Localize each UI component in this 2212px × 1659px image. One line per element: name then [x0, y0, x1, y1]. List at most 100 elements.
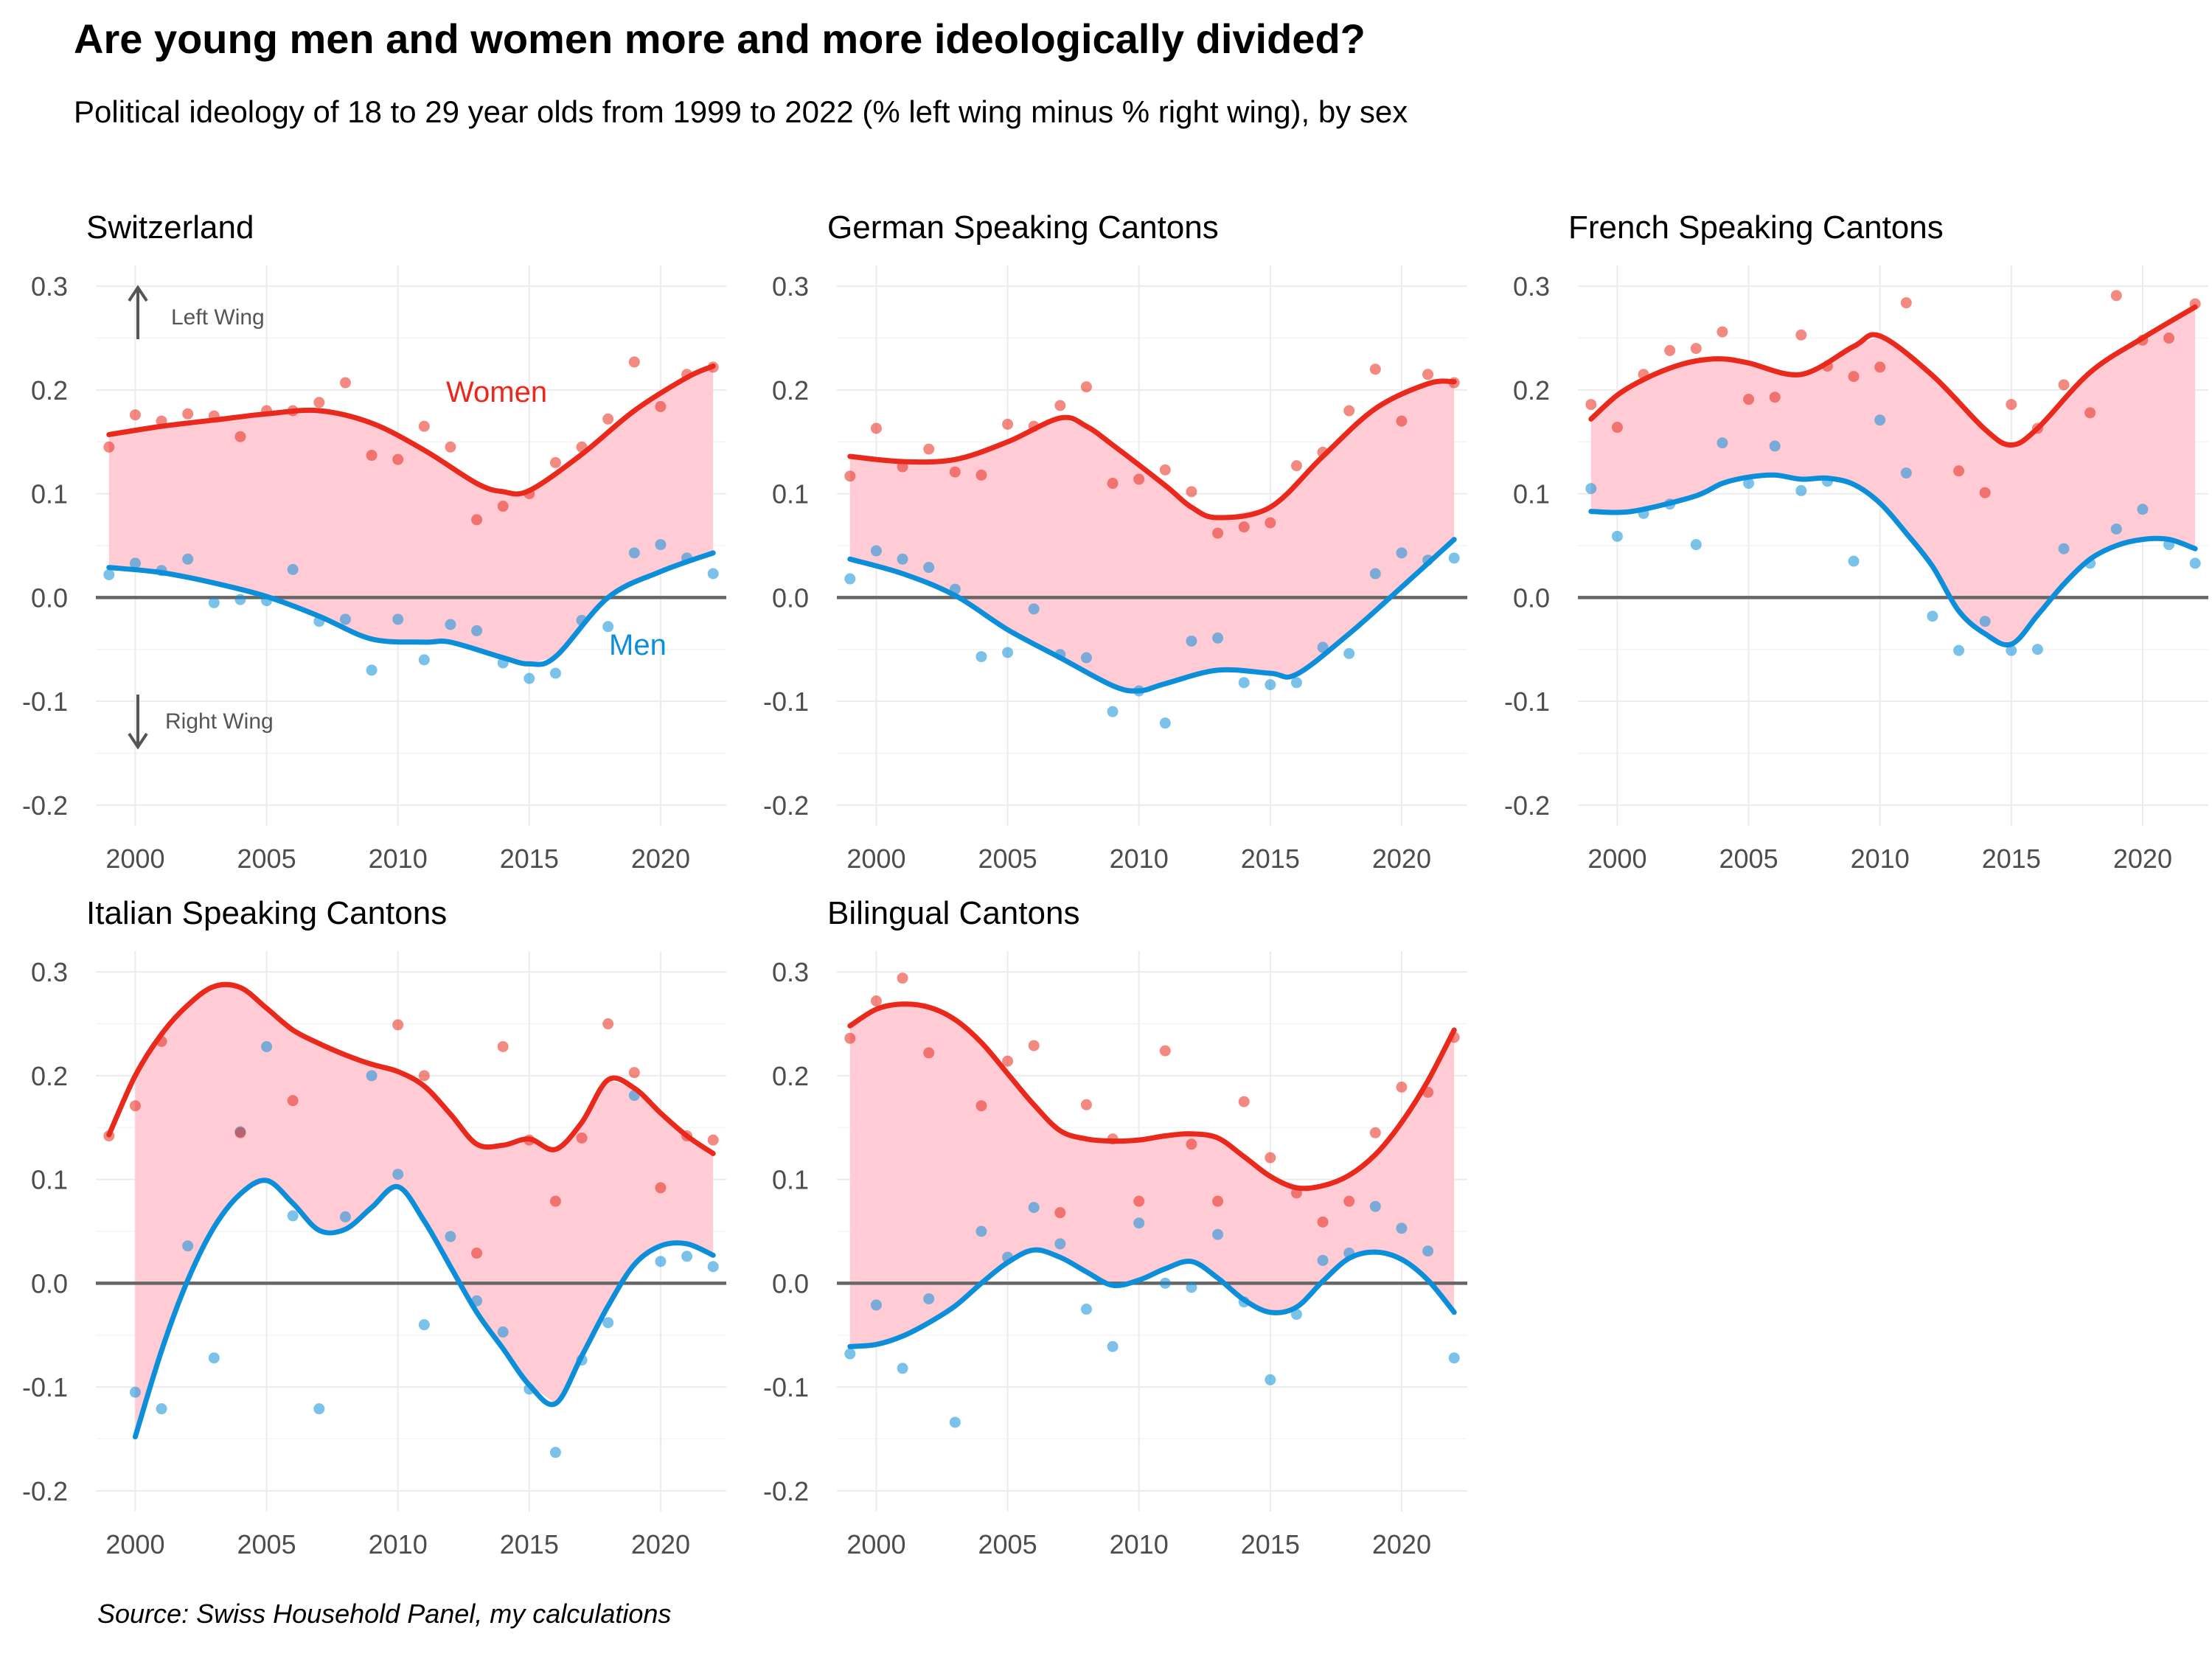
men-point	[129, 557, 141, 569]
women-point	[1795, 329, 1807, 341]
men-point	[1028, 603, 1040, 615]
panel-title: German Speaking Cantons	[827, 209, 1219, 246]
women-point	[1743, 394, 1755, 406]
women-point	[234, 431, 246, 442]
women-point	[655, 400, 667, 412]
men-point	[2006, 644, 2017, 656]
men-point	[628, 547, 640, 559]
x-tick-label: 2015	[500, 1529, 559, 1559]
men-trend-line	[847, 1247, 1457, 1349]
men-point	[2031, 644, 2043, 655]
right-wing-label: Right Wing	[165, 709, 274, 734]
y-tick-label: 0.3	[772, 271, 809, 302]
women-point	[392, 453, 404, 465]
men-point	[2110, 523, 2122, 535]
gap-ribbon	[135, 986, 714, 1437]
women-point	[2058, 379, 2070, 391]
men-point	[549, 667, 561, 679]
women-point	[975, 469, 987, 481]
men-point	[1343, 647, 1355, 659]
y-tick-label: 0.3	[772, 957, 809, 987]
men-point	[182, 553, 194, 565]
left-wing-label: Left Wing	[171, 305, 265, 330]
men-point	[1317, 1254, 1329, 1266]
men-point	[923, 1293, 935, 1304]
men-point	[208, 597, 220, 608]
women-point	[418, 420, 430, 432]
men-point	[445, 1231, 456, 1242]
women-point	[1002, 418, 1014, 430]
y-tick-label: -0.2	[763, 1476, 809, 1506]
men-point	[897, 553, 908, 565]
y-tick-label: -0.1	[22, 1372, 68, 1402]
women-point	[628, 356, 640, 368]
men-point	[366, 1070, 378, 1082]
men-point	[1212, 1228, 1224, 1240]
women-point	[471, 514, 483, 526]
men-point	[129, 1386, 141, 1398]
women-point	[923, 1047, 935, 1059]
gap-ribbon	[1590, 307, 2196, 644]
y-tick-label: -0.1	[763, 686, 809, 717]
facet-panel-2: German Speaking Cantons -0.2 -0.1 0.0 0.1 0.2…	[763, 209, 1467, 874]
men-point	[392, 613, 404, 625]
women-point	[844, 470, 856, 482]
women-point	[844, 1032, 856, 1044]
men-point	[339, 1211, 351, 1222]
men-point	[261, 1040, 273, 1052]
women-point	[1238, 1096, 1250, 1107]
women-point	[418, 1070, 430, 1082]
men-point	[949, 1416, 961, 1428]
facet-panel-4: Italian Speaking Cantons -0.2 -0.1 0.0 0.1 0.…	[22, 895, 726, 1559]
women-point	[1611, 422, 1623, 434]
men-point	[1238, 677, 1250, 689]
chart-title: Are young men and women more and more id…	[74, 15, 1366, 62]
men-point	[1611, 530, 1623, 542]
men-point	[1107, 1340, 1119, 1352]
women-point	[1979, 487, 1991, 498]
x-tick-label: 2005	[978, 844, 1037, 874]
women-point	[1369, 1127, 1381, 1138]
y-tick-label: 0.3	[31, 957, 68, 987]
women-label: Women	[446, 376, 547, 408]
women-point	[602, 413, 614, 425]
men-point	[844, 1348, 856, 1360]
men-point	[1717, 437, 1728, 449]
women-point	[1186, 486, 1197, 498]
women-point	[103, 441, 115, 453]
chart-subtitle: Political ideology of 18 to 29 year olds…	[74, 94, 1408, 129]
y-tick-label: 0.2	[1513, 375, 1550, 406]
women-point	[129, 1100, 141, 1112]
women-point	[392, 1019, 404, 1031]
men-point	[1054, 1238, 1066, 1250]
women-point	[1396, 1081, 1408, 1093]
men-point	[524, 672, 535, 684]
right-wing-arrowhead	[128, 732, 148, 750]
women-point	[870, 995, 882, 1007]
women-trend-line	[106, 364, 716, 497]
women-point	[1343, 1195, 1355, 1207]
x-tick-label: 2015	[500, 844, 559, 874]
women-point	[445, 441, 456, 453]
women-point	[497, 501, 509, 512]
men-point	[655, 539, 667, 551]
men-point	[418, 654, 430, 666]
x-tick-label: 2005	[978, 1529, 1037, 1559]
men-point	[1953, 644, 1965, 656]
women-point	[1080, 1099, 1092, 1110]
men-point	[1369, 1200, 1381, 1212]
gap-ribbon	[108, 366, 714, 664]
women-point	[549, 456, 561, 468]
men-trend-line	[1588, 472, 2198, 648]
x-tick-label: 2005	[1719, 844, 1778, 874]
men-point	[1396, 547, 1408, 559]
men-point	[1107, 706, 1119, 717]
women-point	[1080, 381, 1092, 393]
y-tick-label: 0.0	[772, 582, 809, 613]
men-point	[103, 568, 115, 580]
x-tick-label: 2000	[846, 844, 905, 874]
women-point	[1317, 1216, 1329, 1228]
men-point	[392, 1169, 404, 1180]
women-point	[628, 1067, 640, 1079]
x-tick-label: 2020	[1372, 1529, 1431, 1559]
